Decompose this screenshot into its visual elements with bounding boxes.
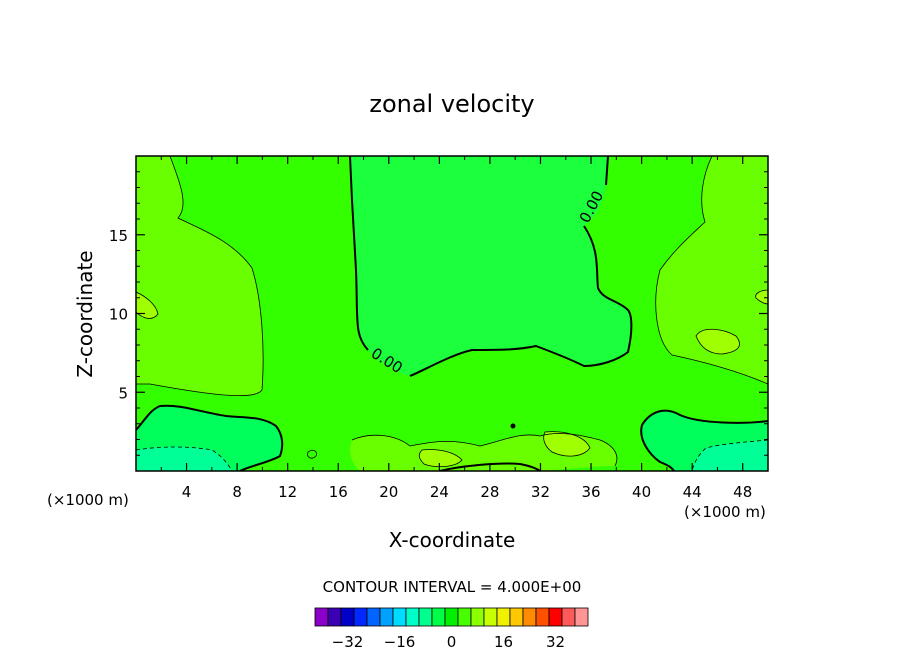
region-near-zero-core (350, 156, 632, 376)
x-tick-label: 32 (531, 483, 550, 501)
x-tick-label: 44 (683, 483, 702, 501)
y-axis-label: Z-coordinate (73, 250, 97, 377)
colorbar-tick-label: 0 (447, 633, 457, 651)
contour-line-thin-9 (307, 449, 317, 459)
region-bottom-band-pocket-2 (419, 449, 462, 467)
y-tick-label: 15 (109, 227, 128, 245)
colorbar-swatch (535, 607, 550, 627)
colorbar-swatch (548, 607, 563, 627)
x-tick-label: 28 (480, 483, 499, 501)
colorbar-swatch (327, 607, 342, 627)
colorbar-swatch (392, 607, 407, 627)
colorbar-swatch (470, 607, 485, 627)
contour-line-thin-5 (755, 289, 768, 305)
contour-interval-label: CONTOUR INTERVAL = 4.000E+00 (323, 578, 582, 596)
colorbar-swatch (353, 607, 368, 627)
x-tick-label: 20 (379, 483, 398, 501)
colorbar-swatch (314, 607, 329, 627)
y-axis-ticks: 5 10 15 (109, 171, 768, 456)
x-unit-left: (×1000 m) (47, 491, 129, 509)
zero-contour-lower-right (640, 409, 768, 471)
x-tick-label: 8 (232, 483, 242, 501)
contour-line-thin-1 (136, 156, 264, 397)
y-tick-label: 10 (109, 306, 128, 324)
zero-contour-core-bottom (409, 225, 633, 377)
contour-line-thin-6 (351, 433, 618, 467)
contour-line-thin-7 (543, 431, 591, 457)
colorbar-swatch (457, 607, 472, 627)
colorbar-tick-label: −16 (384, 633, 416, 651)
x-unit-right: (×1000 m) (684, 503, 766, 521)
zero-contour-core-left (349, 156, 369, 351)
zero-contour-dot (510, 423, 516, 429)
zero-contour-core-top (605, 156, 609, 186)
y-tick-label: 5 (118, 384, 128, 402)
x-axis-ticks: 4 8 12 16 20 24 28 32 36 40 44 48 (160, 156, 752, 501)
region-lower-right-strong-negative (692, 440, 768, 471)
thin-contour-lines (136, 156, 768, 468)
colorbar-tick-label: −32 (332, 633, 364, 651)
dashed-contour-lines (136, 439, 768, 471)
colorbar-swatch (366, 607, 381, 627)
colorbar-tick-label: 32 (546, 633, 565, 651)
region-positive-pocket-left (136, 292, 158, 319)
colorbar-ticks: −32 −16 0 16 32 (332, 633, 565, 651)
colorbar-swatch (379, 607, 394, 627)
colorbar-swatch (509, 607, 524, 627)
region-positive-pocket-right (696, 329, 740, 354)
colorbar-swatch (561, 607, 576, 627)
colorbar-swatch (522, 607, 537, 627)
colorbar-swatch (574, 607, 589, 627)
zero-contour-lower-left (136, 404, 284, 471)
colorbar-swatch (405, 607, 420, 627)
x-tick-label: 40 (632, 483, 651, 501)
region-positive-edge-right (755, 290, 768, 304)
colorbar-swatch (444, 607, 459, 627)
contour-line-thin-4 (695, 328, 740, 355)
zero-contour-bottom-pocket (439, 462, 541, 471)
x-tick-label: 36 (581, 483, 600, 501)
colorbar-swatch (340, 607, 355, 627)
plot-area: 0.00 0.00 (136, 156, 768, 471)
region-lower-left-strong-negative (136, 447, 232, 471)
zero-contour-lines (136, 156, 768, 471)
colorbar-swatch (418, 607, 433, 627)
x-tick-label: 12 (278, 483, 297, 501)
colorbar-swatch (496, 607, 511, 627)
contour-line-thin-8 (418, 449, 463, 468)
colorbar-tick-label: 16 (494, 633, 513, 651)
x-tick-label: 16 (329, 483, 348, 501)
x-tick-label: 24 (430, 483, 449, 501)
colorbar (314, 607, 589, 627)
colorbar-swatch (483, 607, 498, 627)
colorbar-swatch (431, 607, 446, 627)
region-bottom-band-pocket (543, 431, 590, 457)
contour-line-thin-2 (655, 156, 768, 385)
chart-title: zonal velocity (369, 90, 534, 118)
x-axis-label: X-coordinate (389, 528, 516, 552)
x-tick-label: 4 (182, 483, 192, 501)
x-tick-label: 48 (733, 483, 752, 501)
contour-line-thin-3 (136, 291, 159, 319)
contour-line-dashed-1 (136, 446, 233, 471)
